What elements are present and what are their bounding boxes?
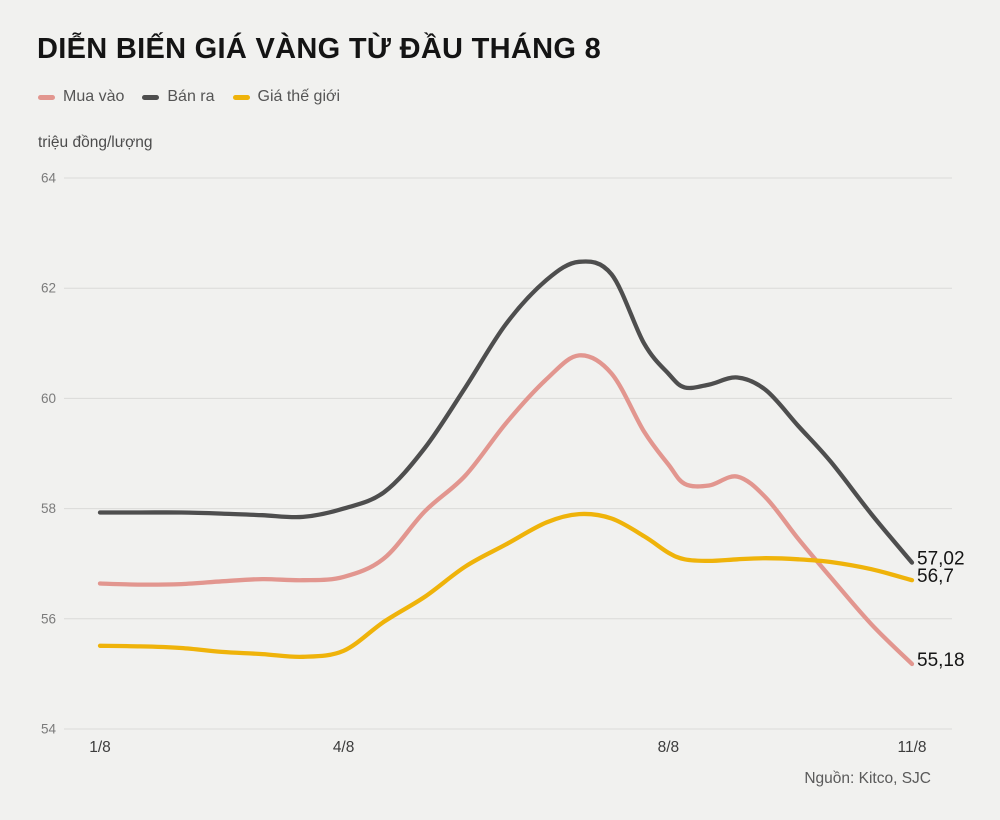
y-tick-label-64: 64 [41,171,57,186]
y-tick-label-56: 56 [41,611,56,626]
legend-label-gia-the-gioi: Giá thế giới [257,88,341,105]
series-line-mua-vao [97,353,915,667]
page-title: DIỄN BIẾN GIÁ VÀNG TỪ ĐẦU THÁNG 8 [37,33,602,65]
x-tick-label-48: 4/8 [333,739,355,756]
legend-item-gia-the-gioi: Giá thế giới [232,88,341,106]
legend: Mua vào Bán ra Giá thế giới [38,88,358,106]
legend-swatch-gia-the-gioi [232,94,250,100]
y-tick-label-62: 62 [41,281,56,296]
y-axis-unit-label: triệu đồng/lượng [38,134,153,151]
series-line-ban-ra [97,259,915,565]
x-tick-label-18: 1/8 [89,739,111,756]
legend-item-ban-ra: Bán ra [142,88,215,106]
y-tick-label-54: 54 [41,722,57,737]
y-tick-label-60: 60 [41,391,56,406]
series-end-label-gia-the-gioi: 56,7 [917,566,954,587]
legend-swatch-ban-ra [142,94,160,100]
x-tick-label-88: 8/8 [658,739,680,756]
legend-label-ban-ra: Bán ra [167,88,215,105]
y-tick-label-58: 58 [41,501,56,516]
x-tick-label-118: 11/8 [897,739,926,756]
series-line-gia-the-gioi [97,511,915,660]
legend-item-mua-vao: Mua vào [38,88,124,106]
legend-swatch-mua-vao [38,94,55,100]
series-end-label-ban-ra: 57,02 [917,549,965,570]
series-end-label-mua-vao: 55,18 [917,650,965,671]
legend-label-mua-vao: Mua vào [63,88,125,105]
source-note: Nguồn: Kitco, SJC [804,770,931,787]
